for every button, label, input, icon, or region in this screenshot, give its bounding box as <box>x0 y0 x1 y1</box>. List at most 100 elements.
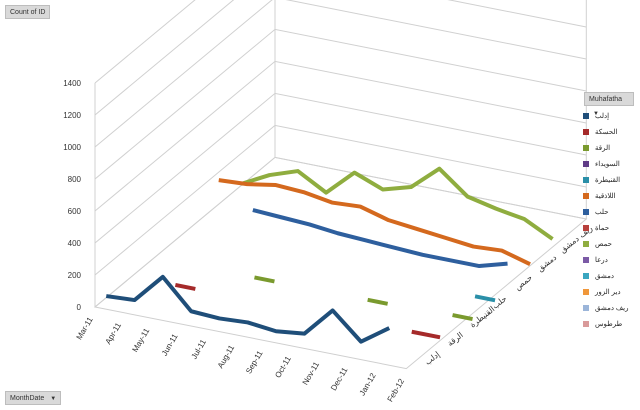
x-tick-label: Jun-11 <box>160 332 180 358</box>
legend-item: ريف دمشق <box>583 300 638 316</box>
legend-label: دير الزور <box>595 289 621 296</box>
legend-swatch <box>583 257 589 263</box>
x-tick-label: Oct-11 <box>273 354 293 379</box>
value-field-label: Count of ID <box>10 9 46 16</box>
x-tick-label: Jul-11 <box>190 337 209 360</box>
gridline <box>94 0 196 84</box>
legend-item: حلب <box>583 204 638 220</box>
series-line <box>174 282 441 340</box>
legend-label: إدلب <box>595 113 610 120</box>
chevron-down-icon[interactable]: ▼ <box>593 111 599 117</box>
legend-swatch <box>583 129 589 135</box>
legend-swatch <box>583 305 589 311</box>
series-segment <box>105 274 391 344</box>
series-line <box>240 166 554 241</box>
legend-item: اللاذقية <box>583 188 638 204</box>
legend-label: دمشق <box>595 273 614 280</box>
chevron-down-icon[interactable]: ▼ <box>50 396 57 402</box>
y-tick-label: 400 <box>68 239 82 248</box>
x-tick-label: Dec-11 <box>329 365 350 392</box>
legend-swatch <box>583 193 589 199</box>
depth-tick-label: دمشق <box>536 253 559 274</box>
series-point <box>174 282 196 291</box>
legend: إدلب الحسكة الرقة السويداء القنيطرة اللاذقية ح… <box>583 108 638 332</box>
x-tick-label: Feb-12 <box>386 377 407 404</box>
y-tick-label: 600 <box>68 207 82 216</box>
series-point <box>474 294 496 303</box>
series-segment <box>218 178 531 266</box>
legend-field-label: Muhafatha <box>589 96 623 103</box>
x-tick-label: Aug-11 <box>216 343 237 370</box>
legend-swatch <box>583 113 589 119</box>
x-tick-label: May-11 <box>130 326 151 354</box>
series-point <box>367 297 389 306</box>
series-line <box>474 294 496 303</box>
series-point <box>452 313 473 322</box>
legend-item: حماة <box>583 220 638 236</box>
x-tick-label: Sep-11 <box>244 349 265 376</box>
legend-item: حمص <box>583 236 638 252</box>
legend-label: حلب <box>595 209 609 216</box>
series-segment <box>240 166 554 241</box>
legend-swatch <box>583 289 589 295</box>
legend-item: دمشق <box>583 268 638 284</box>
legend-label: السويداء <box>595 161 620 168</box>
legend-swatch <box>583 161 589 167</box>
gridline <box>94 0 587 148</box>
series-line <box>105 274 391 344</box>
x-tick-label: Jan-12 <box>358 371 378 397</box>
gridline <box>94 92 587 244</box>
series-line <box>218 178 531 266</box>
y-tick-label: 800 <box>68 175 82 184</box>
legend-item: درعا <box>583 252 638 268</box>
legend-swatch <box>583 145 589 151</box>
legend-item: الحسكة <box>583 124 638 140</box>
legend-swatch <box>583 225 589 231</box>
y-tick-label: 0 <box>77 303 82 312</box>
y-axis-labels: 0 200 400 600 800 1000 1200 1400 <box>63 79 81 312</box>
legend-swatch <box>583 273 589 279</box>
legend-label: ريف دمشق <box>595 305 629 312</box>
gridlines <box>93 0 588 370</box>
value-field-button[interactable]: Count of ID <box>5 5 51 19</box>
series-line <box>252 208 508 269</box>
legend-item: إدلب <box>583 108 638 124</box>
x-tick-label: Nov-11 <box>301 360 322 387</box>
legend-label: الرقة <box>595 145 611 152</box>
gridline <box>94 28 587 180</box>
series-segment <box>411 329 441 340</box>
series-point <box>254 275 275 284</box>
axis-field-button[interactable]: MonthDate ▼ <box>5 391 62 405</box>
legend-item: القنيطرة <box>583 172 638 188</box>
axis-field-label: MonthDate <box>10 395 45 402</box>
legend-label: الحسكة <box>595 129 618 136</box>
legend-item: الرقة <box>583 140 638 156</box>
series-segment <box>252 208 508 269</box>
depth-tick-label: حمص <box>513 273 534 292</box>
gridline <box>94 0 587 116</box>
y-tick-label: 1000 <box>63 143 81 152</box>
x-axis-labels: Mar-11 Apr-11 May-11 Jun-11 Jul-11 Aug-11 Sep-… <box>75 315 407 404</box>
legend-label: حماة <box>595 225 610 232</box>
gridline <box>94 60 587 212</box>
x-tick-label: Apr-11 <box>104 321 124 346</box>
series-line <box>254 275 473 322</box>
legend-swatch <box>583 241 589 247</box>
legend-swatch <box>583 321 589 327</box>
legend-label: اللاذقية <box>595 193 616 200</box>
legend-label: طرطوس <box>595 321 623 328</box>
y-tick-label: 1400 <box>63 79 81 88</box>
legend-swatch <box>583 209 589 215</box>
y-tick-label: 200 <box>68 271 82 280</box>
legend-item: السويداء <box>583 156 638 172</box>
legend-label: القنيطرة <box>595 177 621 184</box>
gridline <box>94 124 587 276</box>
x-tick-label: Mar-11 <box>75 315 95 341</box>
legend-field-button[interactable]: Muhafatha ▼ <box>584 92 634 117</box>
y-tick-label: 1200 <box>63 111 81 120</box>
legend-item: طرطوس <box>583 316 638 332</box>
legend-item: دير الزور <box>583 284 638 300</box>
legend-label: درعا <box>595 257 608 264</box>
